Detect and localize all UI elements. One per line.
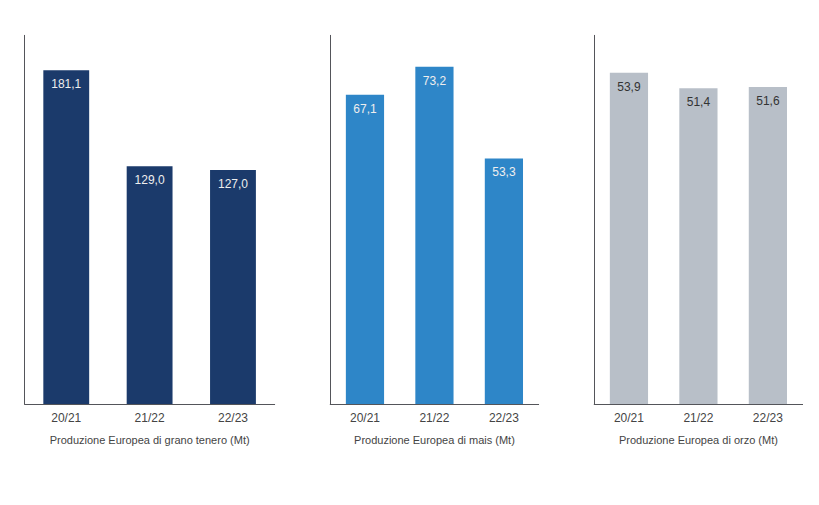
svg-text:53,9: 53,9	[617, 80, 641, 94]
svg-text:22/23: 22/23	[218, 411, 248, 425]
svg-text:181,1: 181,1	[51, 77, 81, 91]
svg-text:Produzione Europea di mais (Mt: Produzione Europea di mais (Mt)	[354, 434, 515, 446]
svg-text:21/22: 21/22	[135, 411, 165, 425]
svg-text:51,4: 51,4	[687, 95, 711, 109]
svg-text:127,0: 127,0	[218, 177, 248, 191]
svg-text:20/21: 20/21	[614, 411, 644, 425]
svg-text:22/23: 22/23	[753, 411, 783, 425]
svg-text:129,0: 129,0	[135, 173, 165, 187]
svg-text:22/23: 22/23	[489, 411, 519, 425]
svg-text:21/22: 21/22	[683, 411, 713, 425]
svg-text:21/22: 21/22	[419, 411, 449, 425]
svg-text:51,6: 51,6	[756, 94, 780, 108]
svg-text:73,2: 73,2	[423, 74, 447, 88]
svg-text:67,1: 67,1	[353, 102, 377, 116]
svg-text:53,3: 53,3	[492, 165, 516, 179]
svg-text:20/21: 20/21	[51, 411, 81, 425]
svg-text:20/21: 20/21	[350, 411, 380, 425]
svg-text:Produzione Europea di grano te: Produzione Europea di grano tenero (Mt)	[50, 434, 250, 446]
svg-text:Produzione Europea di orzo (Mt: Produzione Europea di orzo (Mt)	[619, 434, 778, 446]
